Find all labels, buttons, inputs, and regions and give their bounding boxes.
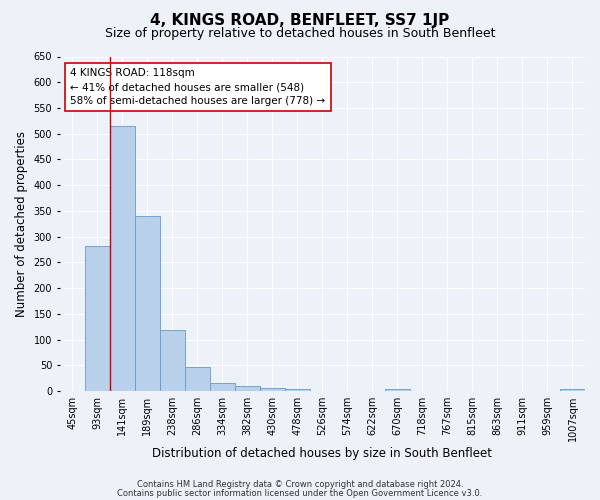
Bar [385,388,410,391]
Bar [260,388,285,391]
X-axis label: Distribution of detached houses by size in South Benfleet: Distribution of detached houses by size … [152,447,493,460]
Text: 4 KINGS ROAD: 118sqm
← 41% of detached houses are smaller (548)
58% of semi-deta: 4 KINGS ROAD: 118sqm ← 41% of detached h… [70,68,325,106]
Bar [235,386,260,391]
Bar [160,330,185,391]
Text: Contains HM Land Registry data © Crown copyright and database right 2024.: Contains HM Land Registry data © Crown c… [137,480,463,489]
Bar [285,388,310,391]
Y-axis label: Number of detached properties: Number of detached properties [15,131,28,317]
Bar [85,246,110,391]
Bar [560,388,585,391]
Bar [210,383,235,391]
Text: Contains public sector information licensed under the Open Government Licence v3: Contains public sector information licen… [118,489,482,498]
Bar [135,216,160,391]
Text: Size of property relative to detached houses in South Benfleet: Size of property relative to detached ho… [105,28,495,40]
Bar [110,126,135,391]
Text: 4, KINGS ROAD, BENFLEET, SS7 1JP: 4, KINGS ROAD, BENFLEET, SS7 1JP [151,12,449,28]
Bar [185,367,210,391]
